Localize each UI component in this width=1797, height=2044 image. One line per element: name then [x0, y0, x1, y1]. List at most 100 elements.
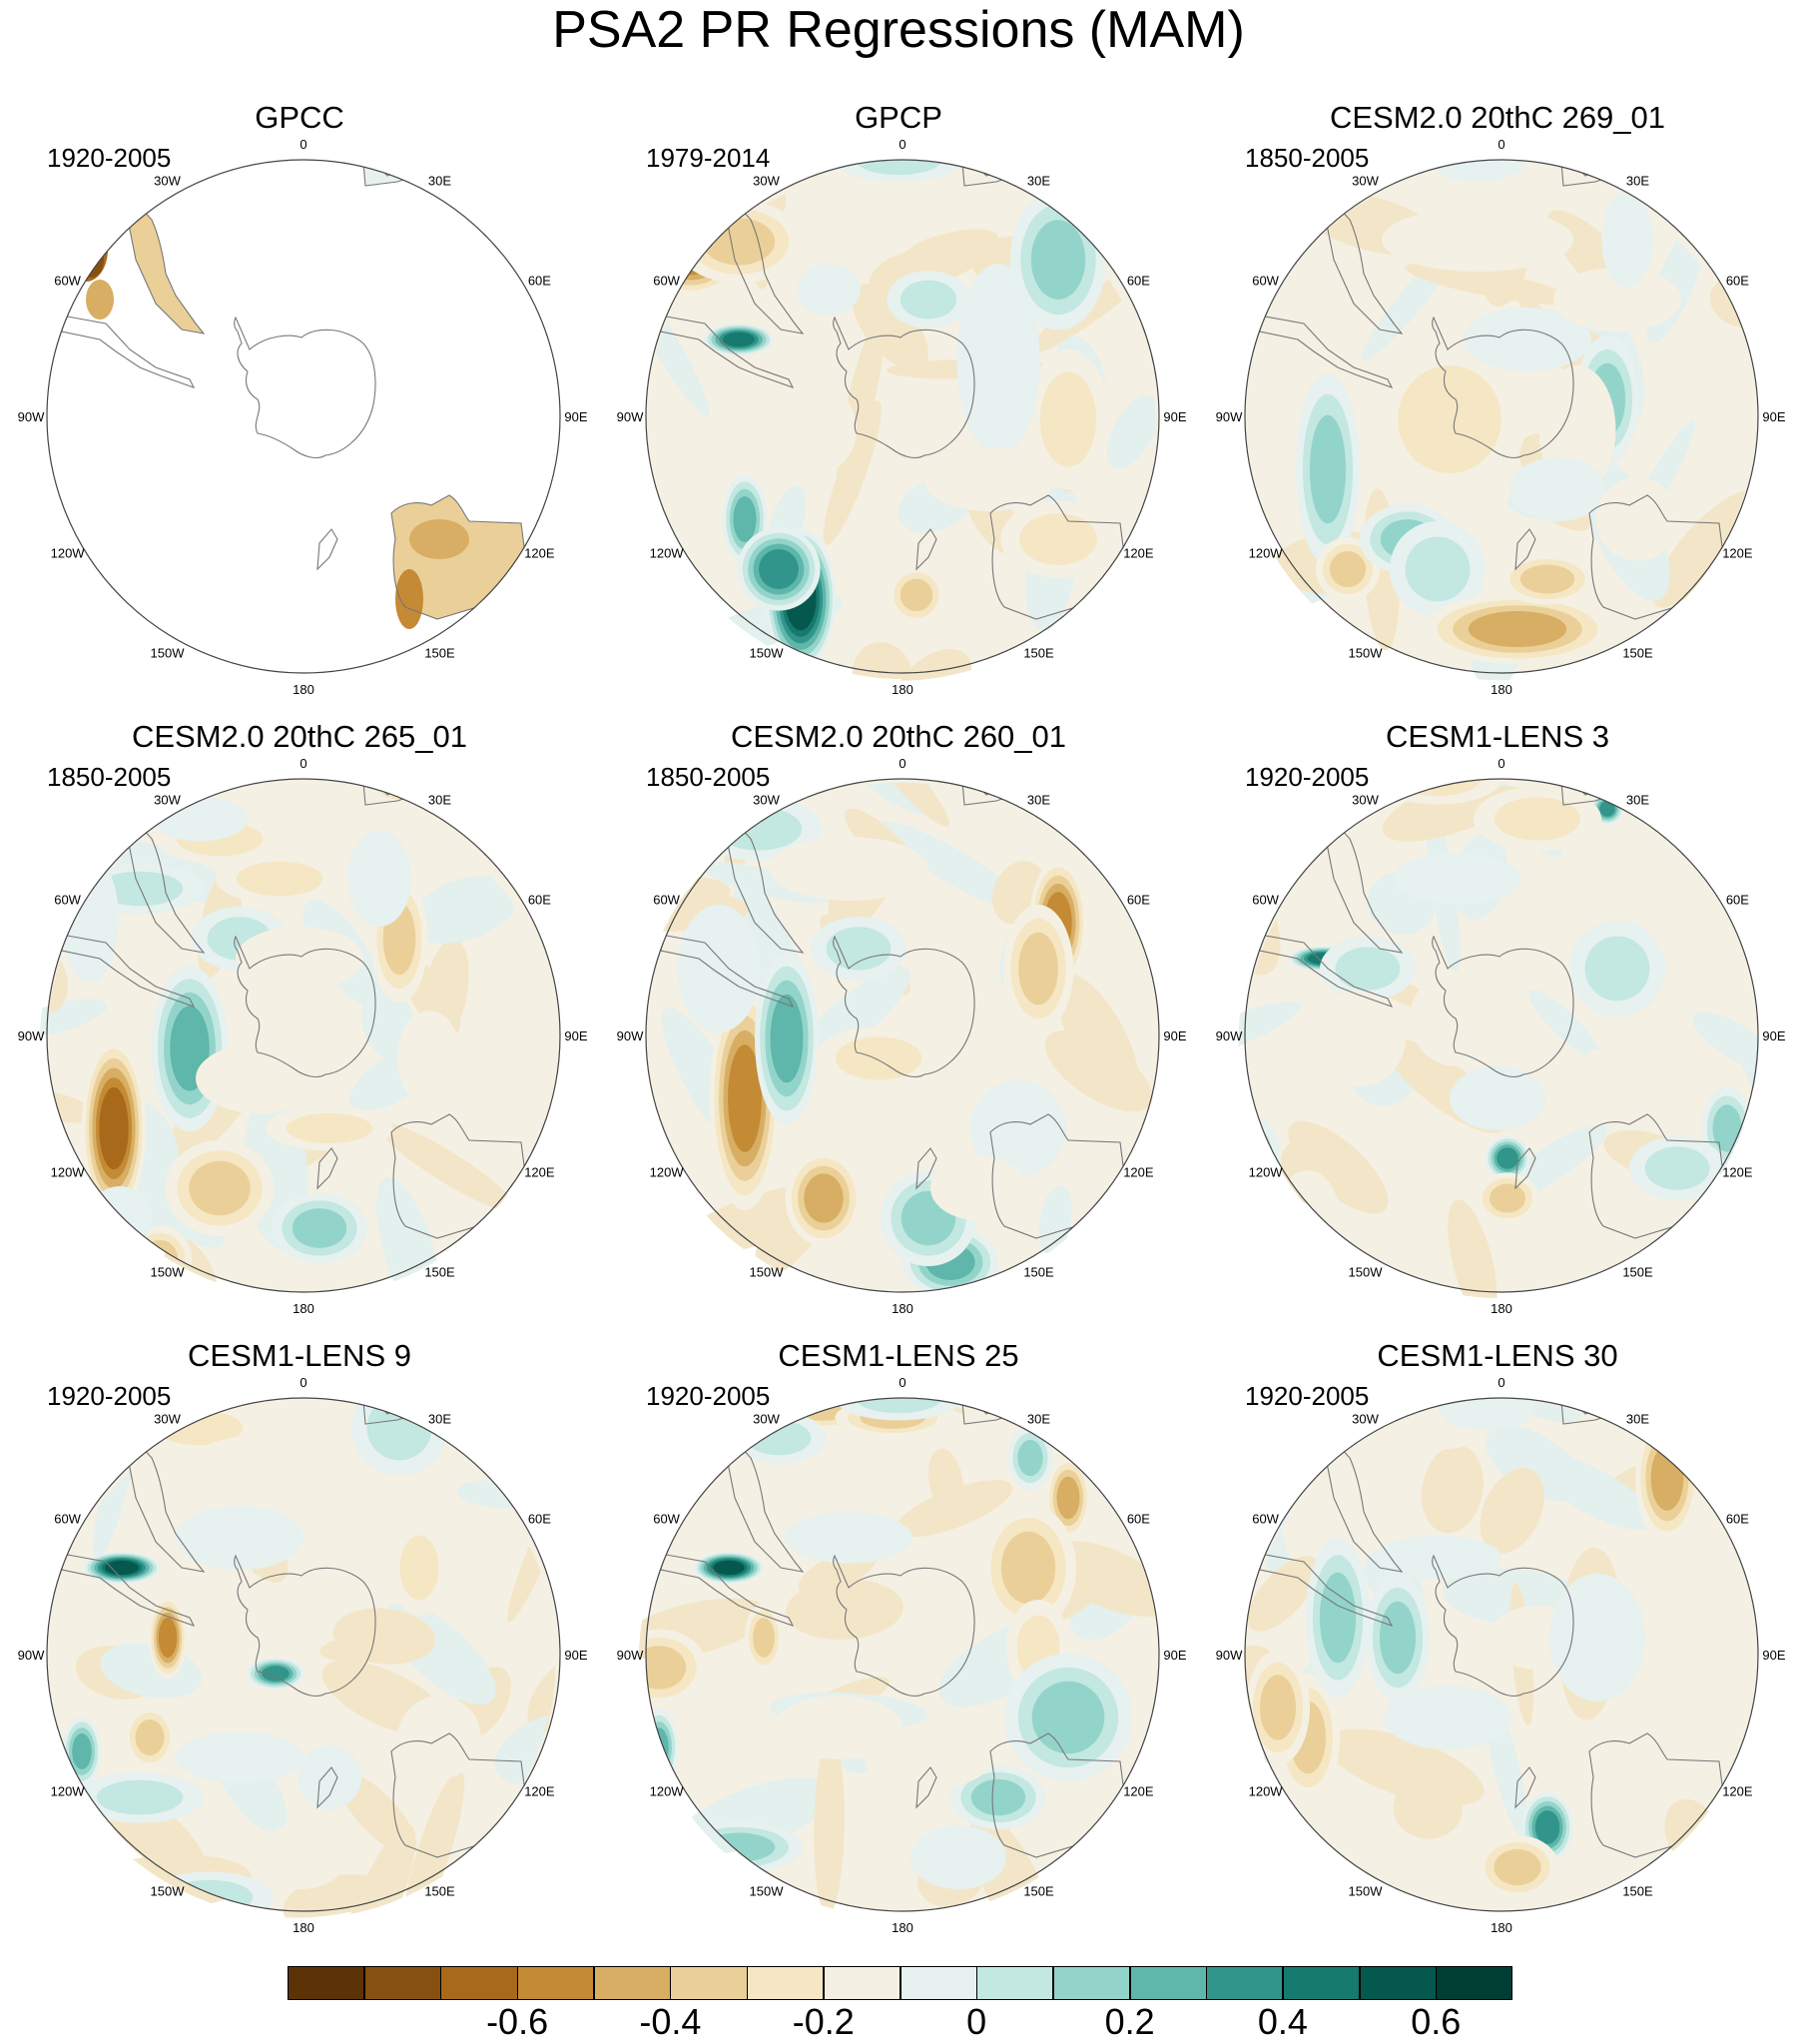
contour-patch [1245, 821, 1264, 897]
contour-patch [252, 1825, 347, 1889]
contour-patch [1430, 160, 1525, 183]
coastline [316, 528, 338, 571]
land-field [128, 196, 204, 334]
longitude-label: 150W [750, 1883, 785, 1898]
contour-patch [88, 1186, 152, 1250]
field-texture-patch [814, 1735, 845, 1915]
period-label: 1850-2005 [646, 762, 771, 792]
colorbar-swatch [1129, 1966, 1207, 2000]
longitude-label: 30W [753, 1412, 780, 1427]
longitude-label: 30E [1626, 793, 1649, 808]
contour-patch [409, 519, 469, 559]
contour-patch [1569, 1745, 1665, 1809]
contour-patch [785, 1512, 912, 1564]
coastline [1259, 315, 1394, 388]
longitude-label: 120E [1123, 546, 1154, 561]
longitude-label: 120W [51, 546, 86, 561]
contour-patch [835, 160, 962, 183]
coastline [726, 194, 805, 335]
contour-patch [924, 447, 1052, 511]
longitude-label: 120W [1249, 1784, 1284, 1799]
field-texture-patch [1107, 394, 1160, 469]
coastline [1514, 1147, 1536, 1190]
coastline [1514, 528, 1536, 571]
coastline [1432, 935, 1574, 1077]
panel-title: CESM2.0 20thC 260_01 [730, 719, 1067, 754]
contour-patch [1245, 1116, 1281, 1200]
field-texture-patch [895, 1480, 1013, 1538]
longitude-label: 30W [753, 174, 780, 189]
longitude-label: 90E [1762, 409, 1785, 424]
field-texture-patch [332, 1608, 436, 1665]
contour-patch [910, 1825, 1006, 1889]
field-texture-patch [1288, 1120, 1389, 1214]
contour-patch [236, 927, 363, 991]
longitude-label: 30W [1352, 1412, 1379, 1427]
field-texture-patch [1692, 1011, 1778, 1071]
colorbar-swatch [670, 1966, 748, 2000]
coastline [1432, 316, 1574, 458]
coastline [127, 194, 206, 335]
longitude-label: 60E [1127, 274, 1150, 289]
contour-patch [930, 1156, 1026, 1220]
longitude-label: 90E [1762, 1648, 1785, 1663]
longitude-label: 180 [892, 1920, 913, 1935]
longitude-label: 180 [892, 682, 913, 697]
longitude-label: 120W [51, 1165, 86, 1180]
longitude-label: 60W [1252, 274, 1279, 289]
longitude-label: 90W [617, 409, 644, 424]
coastline [833, 316, 975, 458]
map-boundary [46, 778, 561, 1293]
contour-patch [1018, 932, 1058, 1006]
colorbar-swatch [1436, 1966, 1513, 2000]
contour-patch [347, 831, 411, 927]
longitude-label: 30E [1027, 793, 1050, 808]
contour-patch [1398, 365, 1501, 473]
longitude-label: 60W [54, 1512, 81, 1527]
period-label: 1920-2005 [1245, 1381, 1370, 1411]
longitude-label: 90E [564, 1648, 587, 1663]
longitude-label: 30W [154, 793, 181, 808]
field-texture-patch [878, 821, 1029, 913]
longitude-label: 0 [300, 1375, 306, 1390]
field-texture-patch [1404, 263, 1576, 306]
field-texture-patch [1527, 989, 1601, 1060]
field-texture-patch [1762, 1192, 1791, 1312]
field-texture-patch [785, 1579, 903, 1641]
contour-patch [1394, 779, 1482, 797]
field-texture-patch [852, 284, 928, 370]
longitude-label: 30W [1352, 793, 1379, 808]
contour-patch [1450, 1066, 1545, 1130]
colorbar-tick-label: -0.6 [486, 2001, 549, 2042]
coastline [61, 1553, 196, 1627]
longitude-label: 150W [1349, 645, 1384, 660]
contour-patch [955, 779, 1001, 792]
longitude-label: 30E [1027, 174, 1050, 189]
longitude-label: 60W [653, 1512, 680, 1527]
contour-patch [395, 569, 423, 629]
contour-patch [176, 1506, 303, 1570]
longitude-label: 60E [1726, 1512, 1749, 1527]
field-texture-patch [821, 95, 873, 147]
coastline [726, 813, 805, 954]
contour-patch [965, 779, 991, 782]
coastline [1325, 813, 1404, 954]
longitude-label: 180 [892, 1301, 913, 1316]
contour-patch [677, 905, 761, 1032]
longitude-label: 30E [1626, 174, 1649, 189]
longitude-label: 120E [524, 546, 555, 561]
coastline [61, 934, 196, 1008]
map-panel: CESM2.0 20thC 269_01 0 30E 60E 90E 120E 150E 18… [1198, 100, 1797, 777]
field-texture-patch [1480, 1468, 1545, 1554]
contour-patch [1497, 1147, 1518, 1169]
contour-patch [72, 1733, 92, 1769]
contour-patch [753, 1618, 775, 1658]
figure-title: PSA2 PR Regressions (MAM) [552, 1, 1245, 59]
longitude-label: 150W [1349, 1264, 1384, 1279]
longitude-label: 150W [750, 1264, 785, 1279]
longitude-label: 150E [1622, 645, 1653, 660]
longitude-label: 150E [1023, 1883, 1054, 1898]
contour-patch [835, 1036, 922, 1080]
colorbar-swatch [1206, 1966, 1284, 2000]
colorbar [288, 1966, 1513, 2000]
